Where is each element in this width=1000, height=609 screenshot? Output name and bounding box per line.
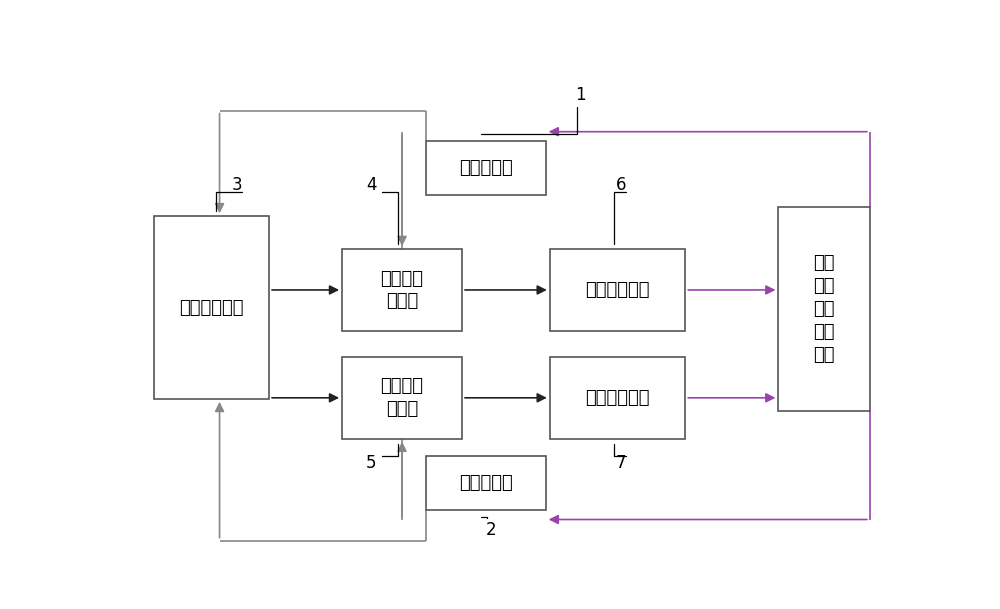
Text: 2: 2 [485,521,496,539]
Bar [342,357,462,439]
Text: 运动控制模块: 运动控制模块 [180,298,244,317]
Bar [154,216,269,399]
Text: 第二伺服电机: 第二伺服电机 [585,389,650,407]
Bar [426,456,546,510]
Bar [550,357,685,439]
Bar [778,206,870,410]
Bar [426,141,546,195]
Text: 第一磁栅尺: 第一磁栅尺 [459,159,513,177]
Text: 1: 1 [575,86,586,104]
Text: 4: 4 [366,175,377,194]
Text: 7: 7 [616,454,626,472]
Text: 第一伺服电机: 第一伺服电机 [585,281,650,299]
Text: 6: 6 [616,175,626,194]
Text: 第二伺服
驱动器: 第二伺服 驱动器 [381,378,424,418]
Text: 5: 5 [366,454,377,472]
Text: 全自
动贴
片机
悬臂
横梁: 全自 动贴 片机 悬臂 横梁 [813,254,835,364]
Bar [550,249,685,331]
Text: 第二磁栅尺: 第二磁栅尺 [459,474,513,492]
Bar [342,249,462,331]
Text: 第一伺服
驱动器: 第一伺服 驱动器 [381,270,424,311]
Text: 3: 3 [232,175,243,194]
